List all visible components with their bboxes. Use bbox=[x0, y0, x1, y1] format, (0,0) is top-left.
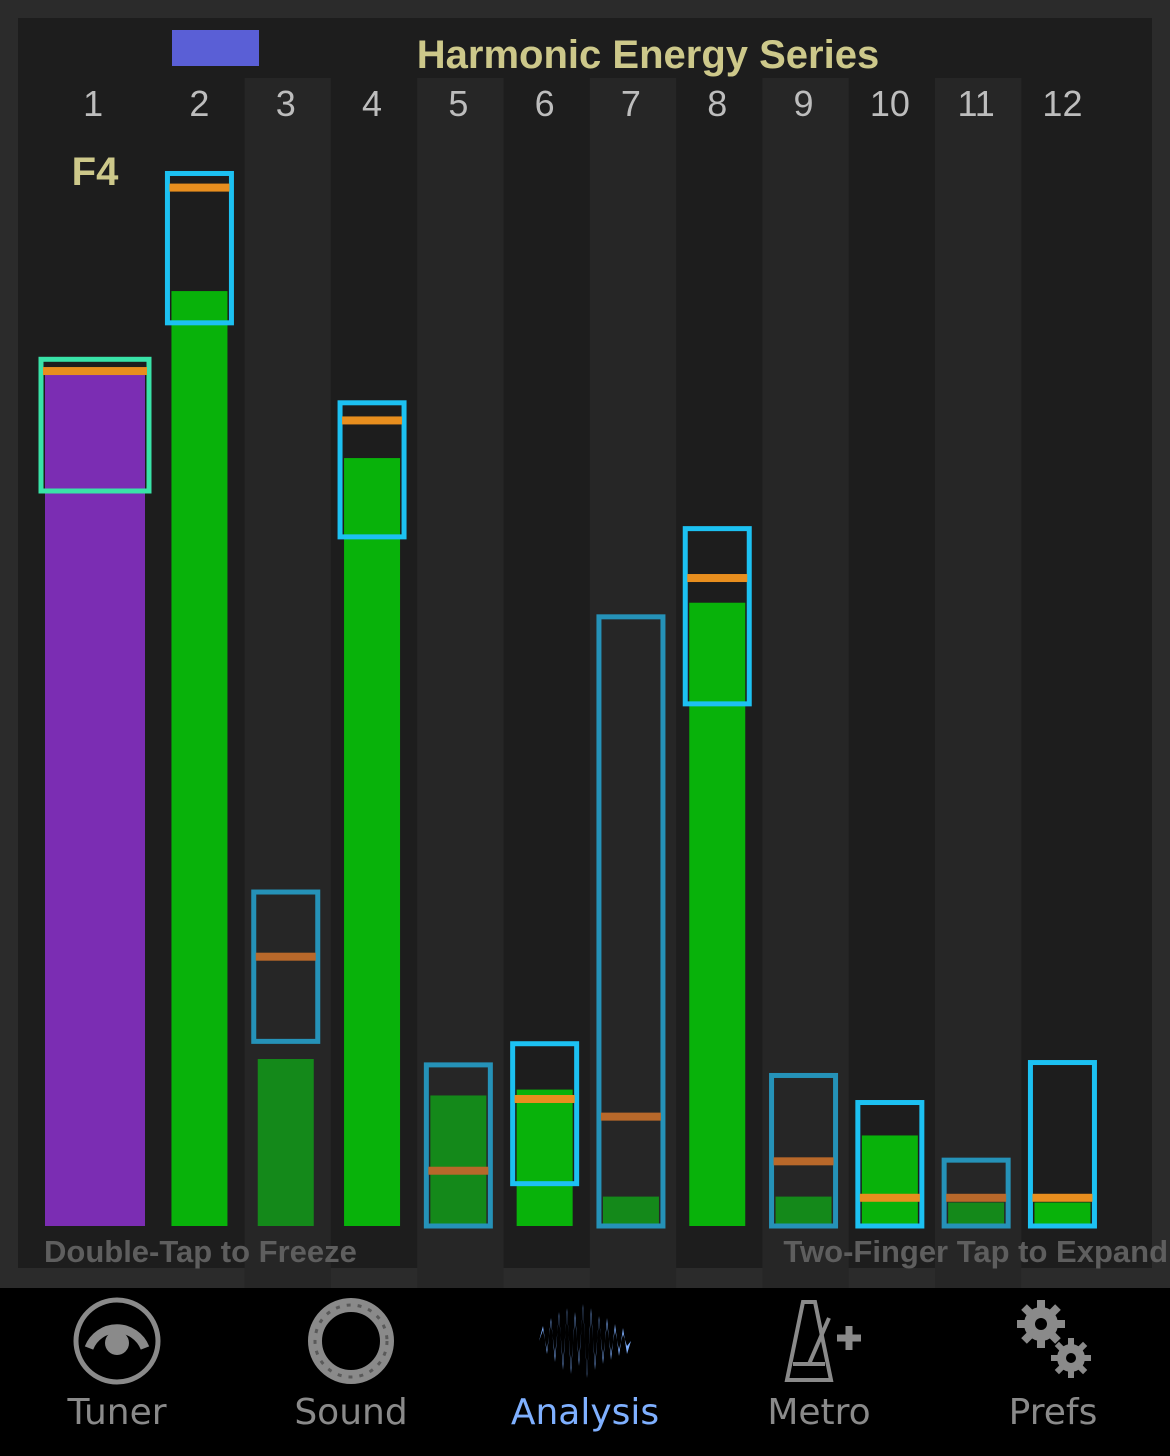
column-bands bbox=[244, 78, 1022, 1288]
tuner-icon bbox=[73, 1297, 161, 1385]
energy-bars bbox=[45, 291, 1091, 1227]
reference-level-line bbox=[255, 952, 316, 961]
reference-level-line bbox=[687, 574, 748, 583]
metronome-plus-icon bbox=[784, 1300, 861, 1382]
target-range-box bbox=[164, 170, 234, 326]
target-range-box bbox=[1027, 1060, 1097, 1229]
tab-prefs-label: Prefs bbox=[1008, 1392, 1098, 1433]
tab-tuner-label: Tuner bbox=[67, 1392, 167, 1433]
freeze-hint: Double-Tap to Freeze bbox=[44, 1234, 357, 1269]
sound-wheel-icon bbox=[308, 1298, 394, 1384]
column-band bbox=[935, 78, 1022, 1288]
target-range-box bbox=[596, 614, 666, 1229]
energy-bar bbox=[602, 1196, 659, 1226]
reference-level-lines bbox=[43, 183, 1093, 1202]
reference-level-line bbox=[342, 416, 403, 425]
harmonic-tick-label: 5 bbox=[448, 83, 468, 124]
energy-bar bbox=[430, 1095, 487, 1226]
harmonic-tick-label: 6 bbox=[535, 83, 555, 124]
harmonic-tick-label: 1 bbox=[83, 83, 103, 124]
energy-bar bbox=[861, 1135, 918, 1226]
energy-bar bbox=[257, 1059, 314, 1226]
energy-bar bbox=[45, 373, 145, 1226]
analysis-view[interactable]: Harmonic Energy Series 1 2 3 4 5 6 7 8 9 10 11 12 F… bbox=[0, 0, 1170, 1288]
harmonic-tick-label: 9 bbox=[794, 83, 814, 124]
input-level-marker bbox=[172, 30, 259, 66]
target-range-box bbox=[769, 1072, 839, 1229]
harmonic-tick-label: 12 bbox=[1042, 83, 1082, 124]
chart-title: Harmonic Energy Series bbox=[417, 33, 879, 77]
tab-tuner[interactable]: Tuner bbox=[0, 1288, 234, 1456]
expand-hint: Two-Finger Tap to Expand bbox=[783, 1234, 1168, 1269]
harmonic-tick-label: 10 bbox=[870, 83, 910, 124]
tab-analysis-label: Analysis bbox=[510, 1392, 660, 1433]
reference-level-line bbox=[946, 1193, 1007, 1202]
tab-sound[interactable]: Sound bbox=[234, 1288, 468, 1456]
reference-level-line bbox=[773, 1157, 834, 1166]
target-range-box bbox=[423, 1062, 493, 1229]
harmonic-tick-labels: 1 2 3 4 5 6 7 8 9 10 11 12 bbox=[83, 83, 1082, 124]
target-range-box bbox=[251, 889, 321, 1044]
tab-sound-label: Sound bbox=[294, 1392, 408, 1433]
reference-level-line bbox=[43, 367, 147, 376]
harmonic-tick-label: 2 bbox=[189, 83, 209, 124]
tab-analysis[interactable]: Analysis bbox=[468, 1288, 702, 1456]
waveform-icon bbox=[539, 1304, 631, 1378]
energy-bar bbox=[948, 1202, 1005, 1226]
energy-bar bbox=[344, 458, 401, 1226]
energy-bar bbox=[516, 1089, 573, 1226]
reference-level-line bbox=[514, 1094, 575, 1103]
target-range-box bbox=[941, 1157, 1011, 1229]
harmonic-tick-label: 11 bbox=[957, 83, 994, 124]
target-range-box bbox=[855, 1100, 925, 1229]
gears-icon bbox=[1017, 1300, 1091, 1378]
energy-bar bbox=[689, 602, 746, 1226]
target-range-boxes bbox=[38, 170, 1097, 1229]
tab-prefs[interactable]: Prefs bbox=[936, 1288, 1170, 1456]
reference-level-line bbox=[600, 1112, 661, 1121]
harmonic-tick-label: 3 bbox=[276, 83, 296, 124]
tab-bar: Tuner Sound Analysis Metro bbox=[0, 1288, 1170, 1456]
reference-level-line bbox=[169, 183, 230, 192]
reference-level-line bbox=[428, 1166, 489, 1175]
detected-note: F4 bbox=[72, 150, 119, 194]
harmonic-energy-chart[interactable]: Harmonic Energy Series 1 2 3 4 5 6 7 8 9 10 11 12 F… bbox=[0, 0, 1170, 1288]
harmonic-tick-label: 8 bbox=[707, 83, 727, 124]
energy-bar bbox=[171, 291, 228, 1227]
tab-metro[interactable]: Metro bbox=[702, 1288, 936, 1456]
harmonic-tick-label: 4 bbox=[362, 83, 382, 124]
target-range-box bbox=[510, 1041, 580, 1187]
reference-level-line bbox=[859, 1193, 920, 1202]
energy-bar bbox=[775, 1196, 832, 1226]
energy-bar bbox=[1034, 1202, 1091, 1226]
target-range-box bbox=[682, 526, 752, 707]
target-range-box bbox=[38, 356, 152, 494]
harmonic-tick-label: 7 bbox=[621, 83, 641, 124]
reference-level-line bbox=[1032, 1193, 1093, 1202]
target-range-box bbox=[337, 400, 407, 540]
tab-metro-label: Metro bbox=[767, 1392, 871, 1433]
